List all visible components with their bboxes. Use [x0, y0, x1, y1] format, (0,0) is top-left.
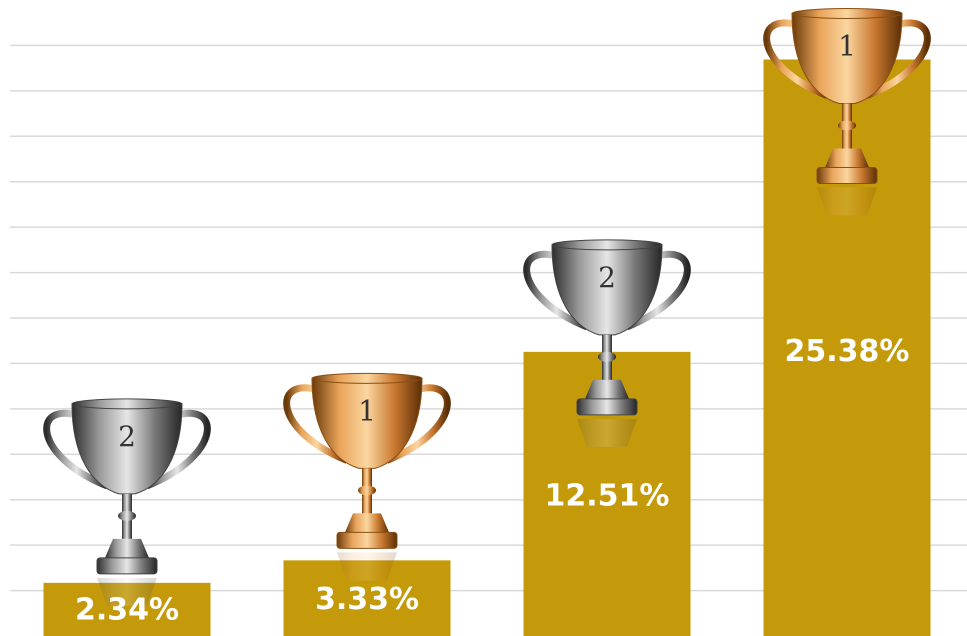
trophy-handle	[283, 384, 349, 464]
trophy-handle	[763, 19, 829, 99]
trophy-rim	[71, 398, 183, 410]
trophy-rim	[551, 239, 663, 251]
trophy-foot	[336, 531, 398, 549]
value-label: 12.51%	[545, 478, 670, 513]
trophy: 2	[523, 239, 691, 447]
trophy-reflection	[817, 187, 877, 216]
trophy: 1	[283, 372, 451, 581]
trophy-knot	[358, 485, 376, 496]
trophy-base	[105, 538, 149, 558]
trophy-handle	[625, 250, 691, 331]
trophy-cup	[791, 13, 903, 105]
trophy-knot	[598, 351, 616, 362]
trophy-base	[825, 148, 869, 168]
trophy-handle	[385, 384, 451, 464]
trophy-reflection	[337, 552, 397, 581]
trophy-rim	[311, 372, 423, 384]
trophy-base	[585, 379, 629, 399]
trophy-handle	[145, 409, 211, 490]
value-label: 3.33%	[315, 582, 419, 617]
trophy: 2	[43, 398, 211, 606]
value-label: 2.34%	[75, 592, 179, 627]
trophy-cup	[311, 377, 423, 469]
trophy-rank: 2	[598, 261, 616, 294]
trophy-handle	[523, 250, 589, 331]
trophy-foot	[96, 557, 158, 575]
trophy-base	[345, 513, 389, 533]
trophy-handle	[43, 409, 109, 490]
trophy: 1	[763, 8, 931, 216]
trophy-knot	[118, 510, 136, 521]
trophy-cup	[551, 244, 663, 336]
trophy-knot	[838, 120, 856, 131]
trophy-foot	[576, 398, 638, 416]
trophy-handle	[865, 19, 931, 99]
trophy-foot	[816, 167, 878, 185]
trophy-rim	[791, 8, 903, 20]
trophy-reflection	[577, 418, 637, 447]
trophy-rank: 1	[838, 30, 856, 63]
value-label: 25.38%	[785, 334, 910, 369]
trophy-reflection	[97, 577, 157, 606]
trophy-cup	[71, 403, 183, 495]
trophy-rank: 2	[118, 420, 136, 453]
trophy-rank: 1	[358, 394, 376, 427]
